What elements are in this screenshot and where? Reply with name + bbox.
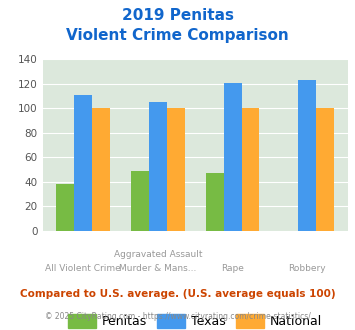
Text: Aggravated Assault: Aggravated Assault (114, 250, 202, 259)
Legend: Penitas, Texas, National: Penitas, Texas, National (64, 309, 327, 330)
Bar (149, 102, 167, 231)
Bar (298, 80, 316, 231)
Text: Robbery: Robbery (288, 264, 326, 273)
Bar (241, 109, 260, 231)
Text: Rape: Rape (221, 264, 244, 273)
Bar (167, 109, 185, 231)
Bar (131, 171, 149, 231)
Text: © 2025 CityRating.com - https://www.cityrating.com/crime-statistics/: © 2025 CityRating.com - https://www.city… (45, 312, 310, 321)
Bar (224, 83, 241, 231)
Bar (56, 184, 75, 231)
Text: Murder & Mans...: Murder & Mans... (119, 264, 197, 273)
Bar (206, 173, 224, 231)
Bar (92, 109, 110, 231)
Bar (316, 109, 334, 231)
Text: Violent Crime Comparison: Violent Crime Comparison (66, 28, 289, 43)
Text: All Violent Crime: All Violent Crime (45, 264, 121, 273)
Text: 2019 Penitas: 2019 Penitas (121, 8, 234, 23)
Text: Compared to U.S. average. (U.S. average equals 100): Compared to U.S. average. (U.S. average … (20, 289, 335, 299)
Bar (75, 95, 92, 231)
